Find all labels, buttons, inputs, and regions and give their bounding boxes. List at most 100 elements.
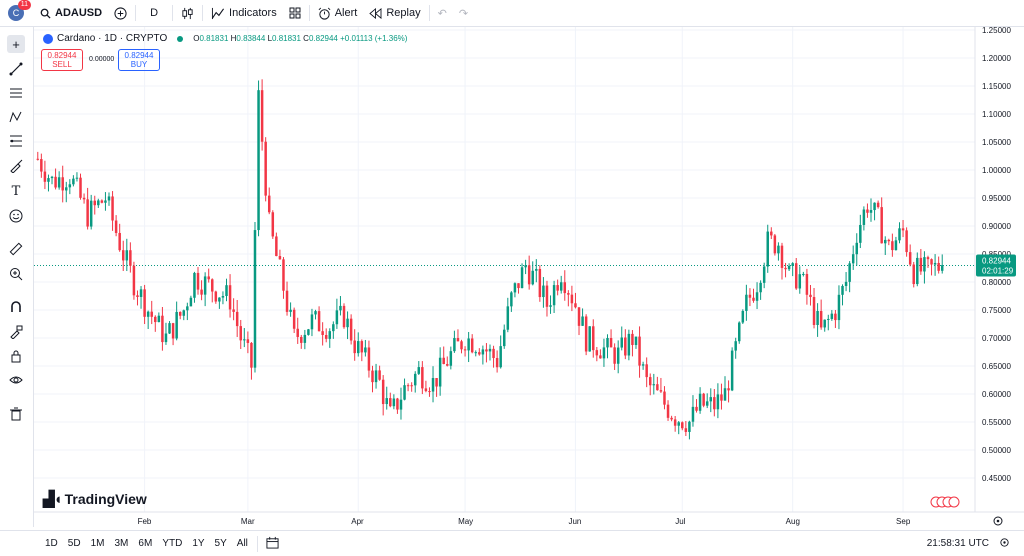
measure-tool[interactable]: [7, 240, 25, 258]
range-button-ytd[interactable]: YTD: [162, 538, 183, 549]
range-button-6m[interactable]: 6M: [138, 538, 153, 549]
divider: [428, 5, 430, 21]
range-button-1m[interactable]: 1M: [90, 538, 105, 549]
candle-body: [211, 279, 214, 292]
symbol-search[interactable]: ADAUSD: [34, 0, 108, 26]
candle-body: [698, 393, 702, 411]
sell-button[interactable]: 0.82944 SELL: [41, 49, 83, 71]
candle-body: [424, 388, 428, 392]
candle-body: [285, 290, 289, 312]
candle-body: [93, 200, 96, 206]
candle-body: [673, 419, 677, 426]
y-tick-label: 0.50000: [982, 446, 1011, 455]
candle-body: [178, 311, 182, 316]
redo-button[interactable]: ↷: [453, 0, 474, 26]
candle-body: [235, 311, 239, 327]
replay-button[interactable]: Replay: [363, 0, 426, 26]
indicators-button[interactable]: Indicators: [205, 0, 283, 26]
replay-label: Replay: [386, 7, 421, 19]
candle-body: [292, 309, 296, 329]
candle-body: [97, 200, 100, 206]
candle-body: [243, 339, 246, 341]
range-button-all[interactable]: All: [236, 538, 248, 549]
candle-body: [592, 326, 595, 351]
range-button-5d[interactable]: 5D: [67, 538, 81, 549]
candle-body: [691, 406, 695, 422]
candle-body: [342, 305, 346, 328]
candle-body: [734, 341, 737, 351]
candle-body: [695, 406, 698, 411]
range-button-3m[interactable]: 3M: [114, 538, 129, 549]
alert-button[interactable]: Alert: [312, 0, 364, 26]
user-avatar[interactable]: C 11: [8, 0, 31, 21]
axis-settings-button[interactable]: [993, 516, 1003, 526]
session-settings-icon[interactable]: [999, 537, 1010, 551]
text-tool[interactable]: T: [7, 182, 25, 200]
candle-body: [841, 285, 844, 295]
price-change: +0.01113 (+1.36%): [340, 34, 408, 43]
lock-drawings-tool[interactable]: [7, 347, 25, 365]
candle-body: [602, 347, 606, 359]
candle-body: [809, 294, 812, 298]
candle-body: [559, 282, 563, 291]
fib-tool[interactable]: [7, 132, 25, 150]
candle-body: [581, 316, 584, 326]
horizontal-lines-tool[interactable]: [7, 84, 25, 102]
compare-symbol-button[interactable]: [108, 0, 133, 26]
magnet-icon: [11, 301, 21, 312]
chart-type-button[interactable]: [175, 0, 200, 26]
candle-body: [282, 259, 285, 291]
candle-body: [371, 370, 374, 383]
events-markers[interactable]: [930, 496, 960, 508]
magnet-tool[interactable]: [7, 298, 25, 316]
brush-tool[interactable]: [7, 157, 25, 175]
candle-body: [374, 370, 378, 383]
candle-body: [762, 266, 766, 283]
candle-body: [89, 200, 93, 227]
zoom-tool[interactable]: [7, 265, 25, 283]
candle-body: [139, 289, 143, 297]
layouts-button[interactable]: [283, 0, 307, 26]
candle-body: [606, 338, 609, 348]
candle-body: [784, 267, 787, 270]
crosshair-tool[interactable]: +: [7, 35, 25, 53]
go-to-date-button[interactable]: [266, 536, 279, 552]
candle-body: [894, 240, 898, 251]
y-tick-label: 0.95000: [982, 194, 1011, 203]
candle-body: [666, 404, 670, 418]
range-button-5y[interactable]: 5Y: [214, 538, 227, 549]
candle-body: [296, 328, 299, 337]
candle-body: [752, 297, 755, 301]
candle-body: [150, 311, 153, 317]
alert-label: Alert: [334, 7, 358, 19]
remove-drawings-tool[interactable]: [7, 405, 25, 423]
candle-body: [577, 307, 581, 326]
buy-label: BUY: [130, 60, 148, 69]
emoji-tool[interactable]: [7, 207, 25, 225]
price-tag-countdown: 02:01:29: [982, 267, 1014, 276]
divider: [308, 5, 310, 21]
stay-in-drawing-mode-tool[interactable]: [7, 323, 25, 341]
crosshair-icon: +: [12, 36, 20, 52]
range-button-1d[interactable]: 1D: [45, 538, 58, 549]
tradingview-logo[interactable]: ▟◖ TradingView: [43, 490, 147, 508]
trend-line-tool[interactable]: [7, 60, 25, 78]
candle-body: [132, 265, 136, 296]
y-tick-label: 0.70000: [982, 334, 1011, 343]
pattern-tool[interactable]: [7, 108, 25, 126]
interval-button[interactable]: D: [150, 7, 159, 19]
candle-body: [513, 283, 517, 293]
legend-title[interactable]: Cardano · 1D · CRYPTO: [57, 33, 168, 44]
range-button-1y[interactable]: 1Y: [192, 538, 205, 549]
candle-body: [713, 397, 716, 410]
chart-grid: [34, 27, 975, 512]
zoom-in-icon: [10, 268, 23, 281]
candle-body: [267, 195, 271, 213]
candle-body: [146, 311, 150, 317]
utc-clock[interactable]: 21:58:31 UTC: [926, 538, 989, 549]
undo-button[interactable]: ↶: [432, 0, 453, 26]
buy-button[interactable]: 0.82944 BUY: [118, 49, 160, 71]
hide-drawings-tool[interactable]: [7, 371, 25, 389]
candle-body: [406, 385, 410, 387]
